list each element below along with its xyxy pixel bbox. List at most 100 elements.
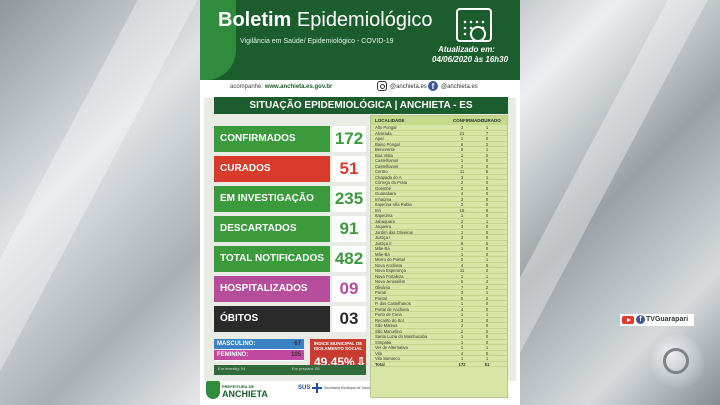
row-cured: 0 — [485, 213, 489, 218]
table-row: Alvorada 21 7 — [371, 130, 507, 136]
row-cured: 0 — [485, 328, 489, 334]
row-confirmed: 6 — [460, 141, 464, 147]
stat-value: 03 — [332, 306, 366, 332]
row-confirmed: 3 — [460, 174, 464, 180]
row-locality: Ver de Alternativa — [375, 345, 408, 350]
table-row: Itapeúna-Vila Rubia 2 0 — [371, 202, 507, 208]
male-line: MASCULINO: 67 — [214, 339, 304, 349]
row-cured: 1 — [485, 290, 489, 295]
row-confirmed: 1 — [460, 345, 464, 350]
row-locality: Mãe-Bá — [375, 246, 390, 251]
table-row: Portal de Anchieta 4 0 — [371, 306, 507, 312]
stat-row: ÓBITOS 03 — [214, 306, 366, 332]
table-row: Nova Jerusalém 5 2 — [371, 279, 507, 285]
row-cured: 5 — [485, 240, 489, 246]
row-cured: 0 — [485, 301, 489, 306]
col-confirmed: CONFIRMADO — [453, 118, 484, 123]
facebook-handle[interactable]: @anchieta.es — [441, 84, 478, 90]
row-locality: Alto Pongal — [375, 125, 397, 130]
row-locality: Guanabara — [375, 191, 396, 196]
table-row: Apaí 1 0 — [371, 136, 507, 142]
row-confirmed: 21 — [459, 130, 465, 136]
row-confirmed: 1 — [460, 229, 464, 235]
table-row: Justiça I 3 0 — [371, 235, 507, 241]
localities-table: LOCALIDADE CONFIRMADO CURADO Alto Pongal… — [370, 115, 508, 398]
row-cured: 7 — [485, 130, 489, 136]
row-cured: 0 — [485, 136, 489, 141]
row-locality: Vila Samarco — [375, 356, 400, 361]
table-row: Recanto do Sol 3 0 — [371, 318, 507, 323]
row-locality: Porto de Cima — [375, 312, 402, 317]
stat-label: CONFIRMADOS — [214, 126, 330, 152]
row-confirmed: 4 — [460, 306, 464, 312]
row-locality: Jabaquara — [375, 218, 395, 224]
table-row: Pontal 5 2 — [371, 295, 507, 301]
sus-logo: SUS — [298, 385, 311, 391]
row-locality: Chapada do A — [375, 174, 402, 180]
row-confirmed: 3 — [460, 224, 464, 229]
row-locality: Inhaúma — [375, 196, 392, 202]
row-confirmed: 4 — [460, 350, 464, 356]
site-text: acompanhe: www.anchieta.es.gov.br — [230, 84, 332, 90]
table-row: Porto de Cima 1 1 — [371, 312, 507, 318]
row-confirmed: 1 — [460, 334, 464, 339]
stat-row: DESCARTADOS 91 — [214, 216, 366, 242]
table-row: Iriri 15 8 — [371, 208, 507, 213]
row-cured: 0 — [485, 196, 489, 202]
male-value: 67 — [294, 341, 301, 347]
table-row: Jardim das Oliveiras 1 0 — [371, 229, 507, 235]
row-locality: Alvorada — [375, 130, 392, 136]
table-row: Jaqueira 3 0 — [371, 224, 507, 230]
row-cured: 0 — [485, 251, 489, 257]
footnote-strip — [214, 365, 366, 375]
female-label: FEMININO: — [217, 352, 249, 358]
row-locality: Portal de Anchieta — [375, 306, 409, 312]
row-confirmed: 2 — [460, 218, 464, 224]
table-row: Nova Anchieta 4 0 — [371, 263, 507, 268]
row-cured: 1 — [485, 273, 489, 279]
row-confirmed: 7 — [460, 284, 464, 290]
row-confirmed: 1 — [460, 152, 464, 158]
row-cured: 0 — [485, 158, 489, 163]
instagram-handle[interactable]: @anchieta.es — [390, 84, 427, 90]
row-confirmed: 172 — [458, 361, 466, 367]
row-locality: Morro do Pontal — [375, 257, 405, 262]
isolation-label: ÍNDICE MUNICIPAL DE ISOLAMENTO SOCIAL — [313, 341, 363, 351]
stat-value: 91 — [332, 216, 366, 242]
row-confirmed: 2 — [460, 257, 464, 262]
row-confirmed: 2 — [460, 163, 464, 169]
instagram-icon — [377, 81, 387, 91]
row-cured: 1 — [485, 312, 489, 317]
row-locality: Goembé — [375, 185, 392, 191]
row-confirmed: 4 — [460, 191, 464, 196]
table-row: Vila 4 0 — [371, 350, 507, 356]
site-prefix: acompanhe: — [230, 84, 264, 90]
table-row: Benevente 5 1 — [371, 147, 507, 153]
row-cured: 0 — [485, 235, 489, 240]
row-cured: 0 — [485, 246, 489, 251]
youtube-icon — [622, 316, 634, 324]
row-locality: Nova Esperança — [375, 268, 406, 273]
row-locality: Mãe-Bá — [375, 251, 390, 257]
table-row: Nova Fortaleza 1 1 — [371, 273, 507, 279]
row-confirmed: 2 — [460, 328, 464, 334]
stat-row: TOTAL NOTIFICADOS 482 — [214, 246, 366, 272]
row-locality: Benevente — [375, 147, 396, 152]
table-row: Simpatia 1 0 — [371, 340, 507, 345]
table-row: Olivânia 7 2 — [371, 284, 507, 290]
stat-value: 235 — [332, 186, 366, 212]
row-confirmed: 11 — [459, 169, 465, 174]
row-locality: Pontal — [375, 295, 387, 301]
table-row: P. dos Castelhanos 1 0 — [371, 301, 507, 307]
row-locality: Nova Fortaleza — [375, 273, 404, 279]
row-confirmed: 1 — [460, 251, 464, 257]
stat-label: ÓBITOS — [214, 306, 330, 332]
row-locality: Apaí — [375, 136, 384, 141]
row-locality: Olivânia — [375, 284, 391, 290]
site-url[interactable]: www.anchieta.es.gov.br — [264, 84, 333, 90]
row-locality: Jardim das Oliveiras — [375, 229, 413, 235]
row-locality: Total — [375, 361, 385, 367]
row-cured: 2 — [485, 279, 489, 284]
row-locality: São Marcelino — [375, 328, 402, 334]
row-cured: 2 — [485, 284, 489, 290]
